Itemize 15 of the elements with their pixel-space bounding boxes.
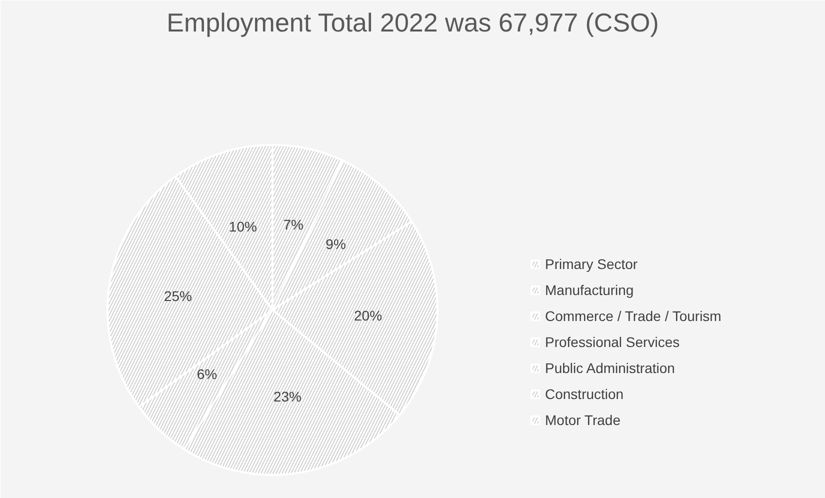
data-label: 9%	[326, 236, 346, 252]
data-label: 20%	[354, 307, 382, 324]
legend-label: Public Administration	[545, 360, 675, 376]
legend-label: Manufacturing	[545, 282, 634, 298]
data-label: 23%	[273, 388, 302, 404]
legend-label: Primary Sector	[545, 256, 638, 272]
legend-label: Professional Services	[545, 334, 680, 350]
data-label: 25%	[164, 288, 192, 304]
data-label: 10%	[228, 218, 257, 235]
legend-label: Construction	[545, 386, 624, 402]
chart-title: Employment Total 2022 was 67,977 (CSO)	[166, 8, 659, 38]
legend-label: Commerce / Trade / Tourism	[545, 308, 722, 324]
legend-label: Motor Trade	[545, 412, 620, 428]
data-label: 6%	[196, 366, 218, 382]
data-label: 7%	[283, 216, 304, 232]
